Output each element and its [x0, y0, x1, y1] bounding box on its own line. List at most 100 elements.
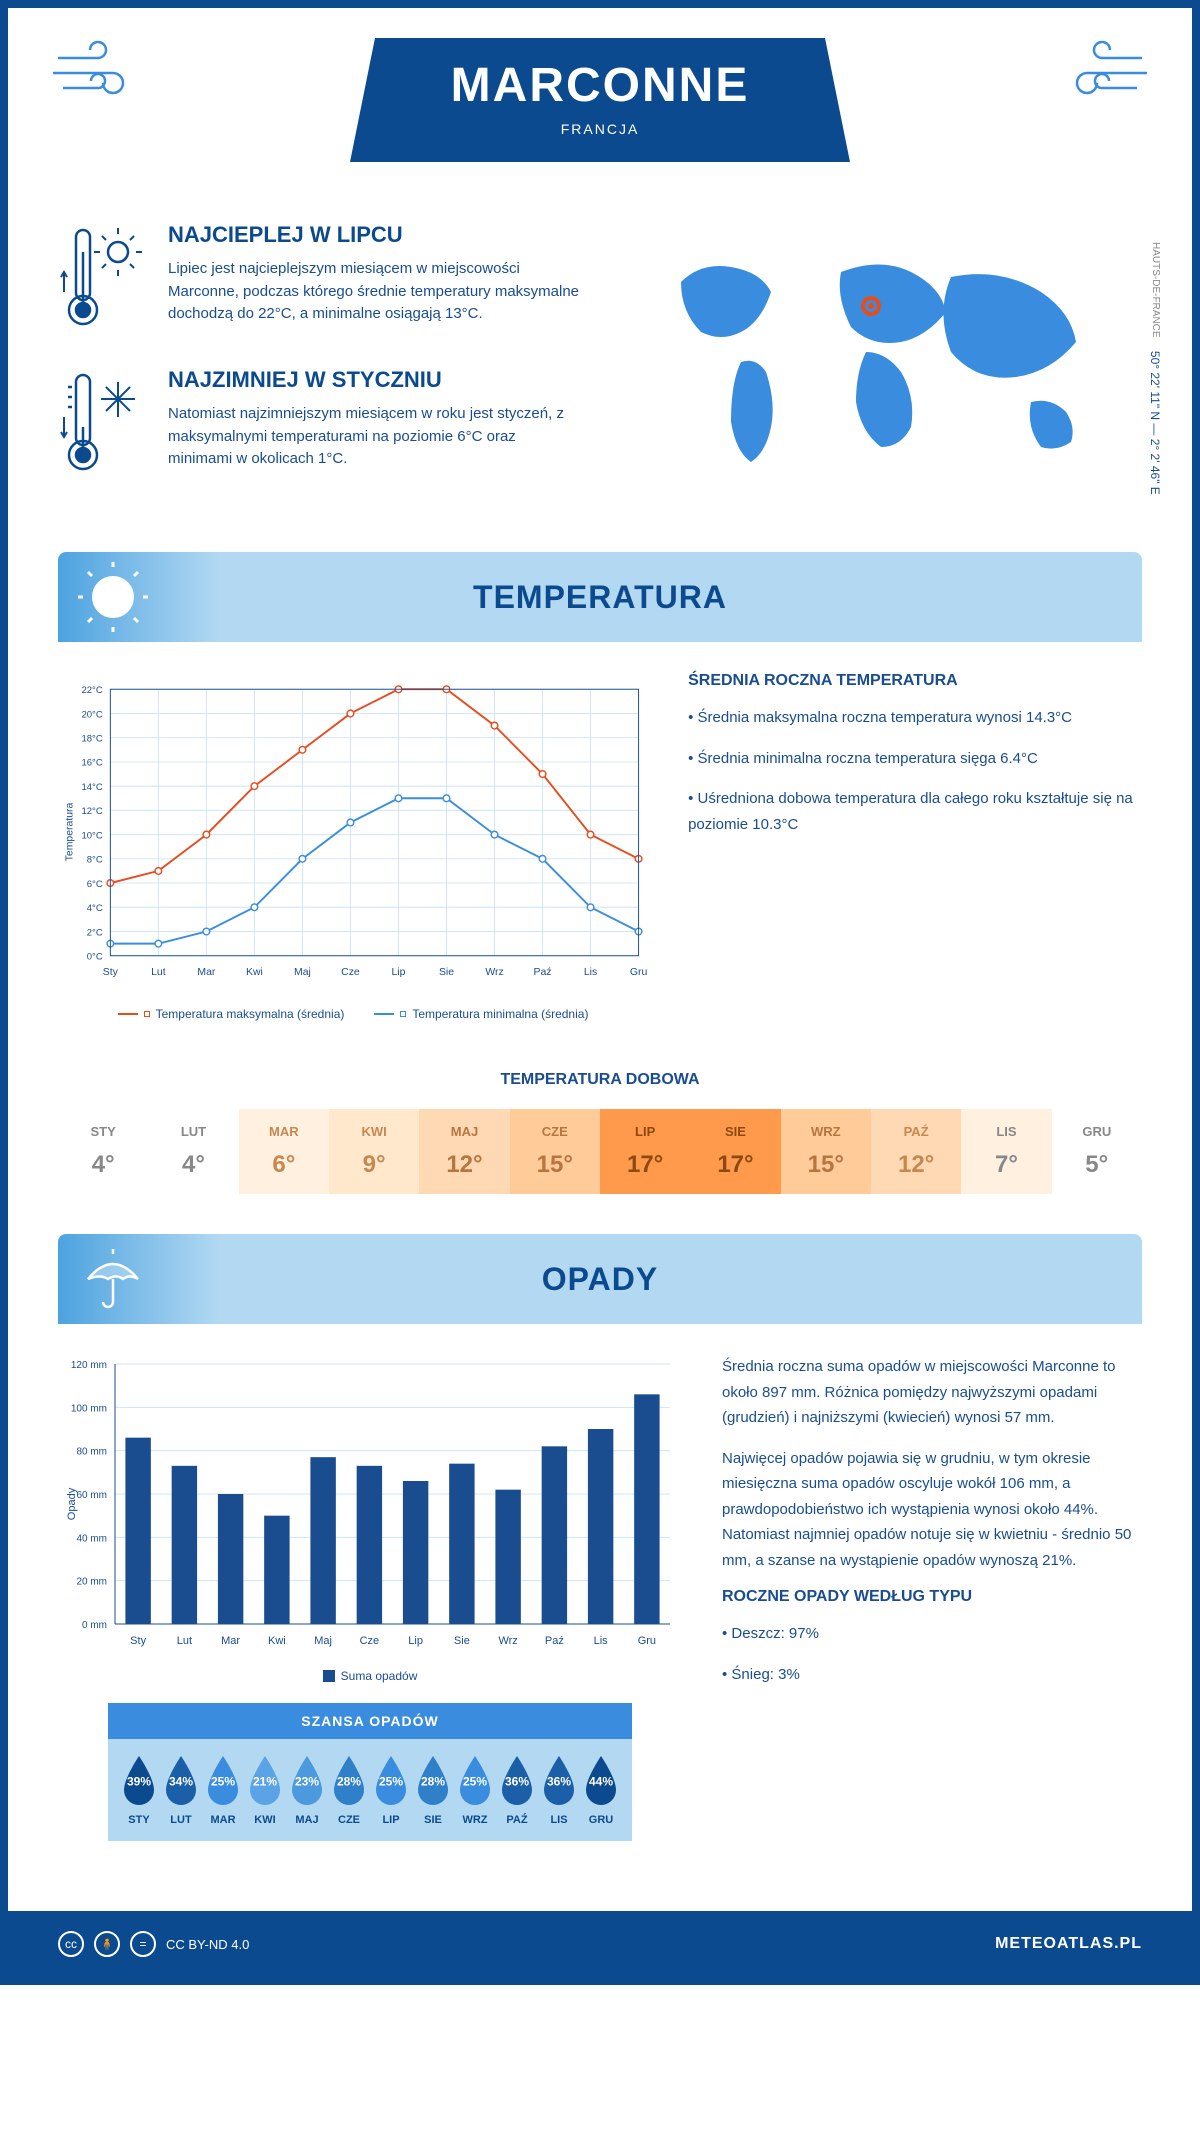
svg-text:100 mm: 100 mm [71, 1403, 107, 1414]
footer: cc 🧍 = CC BY-ND 4.0 METEOATLAS.PL [8, 1911, 1192, 1977]
sun-icon [78, 562, 148, 637]
svg-text:Maj: Maj [294, 967, 311, 978]
temp-cell: LUT4° [148, 1109, 238, 1194]
svg-text:18°C: 18°C [81, 733, 102, 744]
svg-text:Lis: Lis [594, 1635, 609, 1647]
temp-cell: CZE15° [510, 1109, 600, 1194]
rain-drop-cell: 39%STY [118, 1754, 160, 1826]
annual-point: • Uśredniona dobowa temperatura dla całe… [688, 786, 1142, 837]
thermometer-hot-icon [58, 222, 148, 337]
svg-text:14°C: 14°C [81, 782, 102, 793]
temp-cell: LIP17° [600, 1109, 690, 1194]
svg-text:Lip: Lip [408, 1635, 423, 1647]
title-banner: MARCONNE FRANCJA [350, 38, 850, 162]
svg-text:Cze: Cze [341, 967, 360, 978]
precip-title: OPADY [542, 1261, 658, 1298]
temp-cell: STY4° [58, 1109, 148, 1194]
svg-text:Paź: Paź [545, 1635, 564, 1647]
temp-cell: MAJ12° [419, 1109, 509, 1194]
svg-text:Temperatura: Temperatura [64, 802, 75, 861]
svg-text:Sie: Sie [439, 967, 454, 978]
country-label: FRANCJA [430, 121, 770, 137]
rain-drop-cell: 25%LIP [370, 1754, 412, 1826]
annual-point: • Średnia minimalna roczna temperatura s… [688, 746, 1142, 772]
rain-drop-cell: 23%MAJ [286, 1754, 328, 1826]
svg-text:Opady: Opady [66, 1487, 78, 1520]
svg-text:Sie: Sie [454, 1635, 470, 1647]
temperature-line-chart: 0°C2°C4°C6°C8°C10°C12°C14°C16°C18°C20°C2… [58, 672, 648, 992]
precip-legend: Suma opadów [58, 1669, 682, 1683]
coords-label: 50° 22' 11" N — 2° 2' 46" E [1148, 351, 1162, 495]
svg-text:Cze: Cze [360, 1635, 380, 1647]
svg-text:60 mm: 60 mm [76, 1490, 107, 1501]
legend-sum: Suma opadów [341, 1669, 418, 1683]
temp-section-header: TEMPERATURA [58, 552, 1142, 642]
svg-text:80 mm: 80 mm [76, 1447, 107, 1458]
rain-drop-cell: 44%GRU [580, 1754, 622, 1826]
svg-text:16°C: 16°C [81, 758, 102, 769]
temp-cell: MAR6° [239, 1109, 329, 1194]
by-type-item: • Deszcz: 97% [722, 1621, 1142, 1647]
svg-text:20°C: 20°C [81, 709, 102, 720]
svg-text:Gru: Gru [638, 1635, 656, 1647]
svg-text:Gru: Gru [630, 967, 648, 978]
by-type-item: • Śnieg: 3% [722, 1662, 1142, 1688]
license-label: CC BY-ND 4.0 [166, 1937, 249, 1952]
hottest-title: NAJCIEPLEJ W LIPCU [168, 222, 580, 248]
svg-text:0°C: 0°C [87, 952, 103, 963]
coldest-text: Natomiast najzimniejszym miesiącem w rok… [168, 403, 580, 471]
svg-text:Wrz: Wrz [498, 1635, 517, 1647]
precipitation-bar-chart: 0 mm20 mm40 mm60 mm80 mm100 mm120 mmStyL… [58, 1354, 682, 1654]
svg-text:22°C: 22°C [81, 685, 102, 696]
svg-text:8°C: 8°C [87, 855, 103, 866]
legend-max: Temperatura maksymalna (średnia) [156, 1007, 345, 1021]
world-map [620, 222, 1142, 502]
precip-text-2: Najwięcej opadów pojawia się w grudniu, … [722, 1446, 1142, 1574]
precip-text-1: Średnia roczna suma opadów w miejscowośc… [722, 1354, 1142, 1431]
annual-temp-title: ŚREDNIA ROCZNA TEMPERATURA [688, 672, 1142, 690]
wind-swirl-icon [1052, 38, 1152, 122]
rain-drop-cell: 28%CZE [328, 1754, 370, 1826]
svg-text:Lip: Lip [391, 967, 405, 978]
svg-text:0 mm: 0 mm [82, 1620, 107, 1631]
rain-drop-cell: 21%KWI [244, 1754, 286, 1826]
svg-text:2°C: 2°C [87, 927, 103, 938]
svg-text:10°C: 10°C [81, 830, 102, 841]
temp-cell: SIE17° [690, 1109, 780, 1194]
rain-drop-cell: 36%PAŹ [496, 1754, 538, 1826]
rain-chance-panel: SZANSA OPADÓW 39%STY34%LUT25%MAR21%KWI23… [108, 1703, 632, 1841]
thermometer-cold-icon [58, 367, 148, 482]
svg-text:12°C: 12°C [81, 806, 102, 817]
coords-sidebar: HAUTS-DE-FRANCE 50° 22' 11" N — 2° 2' 46… [1148, 242, 1162, 495]
rain-chance-title: SZANSA OPADÓW [108, 1703, 632, 1739]
daily-temp-title: TEMPERATURA DOBOWA [58, 1071, 1142, 1089]
svg-text:Wrz: Wrz [485, 967, 503, 978]
rain-drop-cell: 34%LUT [160, 1754, 202, 1826]
coldest-title: NAJZIMNIEJ W STYCZNIU [168, 367, 580, 393]
legend-min: Temperatura minimalna (średnia) [412, 1007, 588, 1021]
cc-icon: cc [58, 1931, 84, 1957]
region-label: HAUTS-DE-FRANCE [1150, 242, 1161, 338]
city-title: MARCONNE [430, 58, 770, 113]
temp-cell: GRU5° [1052, 1109, 1142, 1194]
temp-cell: KWI9° [329, 1109, 419, 1194]
svg-text:Lis: Lis [584, 967, 597, 978]
svg-text:Lut: Lut [151, 967, 166, 978]
daily-temp-section: TEMPERATURA DOBOWA STY4°LUT4°MAR6°KWI9°M… [8, 1051, 1192, 1234]
svg-text:Maj: Maj [314, 1635, 332, 1647]
svg-text:Sty: Sty [103, 967, 119, 978]
svg-text:Mar: Mar [221, 1635, 240, 1647]
header: MARCONNE FRANCJA [8, 8, 1192, 202]
rain-drop-cell: 25%MAR [202, 1754, 244, 1826]
umbrella-icon [78, 1244, 148, 1319]
svg-text:Paź: Paź [534, 967, 552, 978]
svg-text:40 mm: 40 mm [76, 1533, 107, 1544]
svg-text:20 mm: 20 mm [76, 1577, 107, 1588]
svg-text:Mar: Mar [197, 967, 216, 978]
rain-drop-cell: 28%SIE [412, 1754, 454, 1826]
temp-cell: PAŹ12° [871, 1109, 961, 1194]
nd-icon: = [130, 1931, 156, 1957]
precip-by-type-title: ROCZNE OPADY WEDŁUG TYPU [722, 1588, 1142, 1606]
coldest-block: NAJZIMNIEJ W STYCZNIU Natomiast najzimni… [58, 367, 580, 482]
annual-point: • Średnia maksymalna roczna temperatura … [688, 705, 1142, 731]
